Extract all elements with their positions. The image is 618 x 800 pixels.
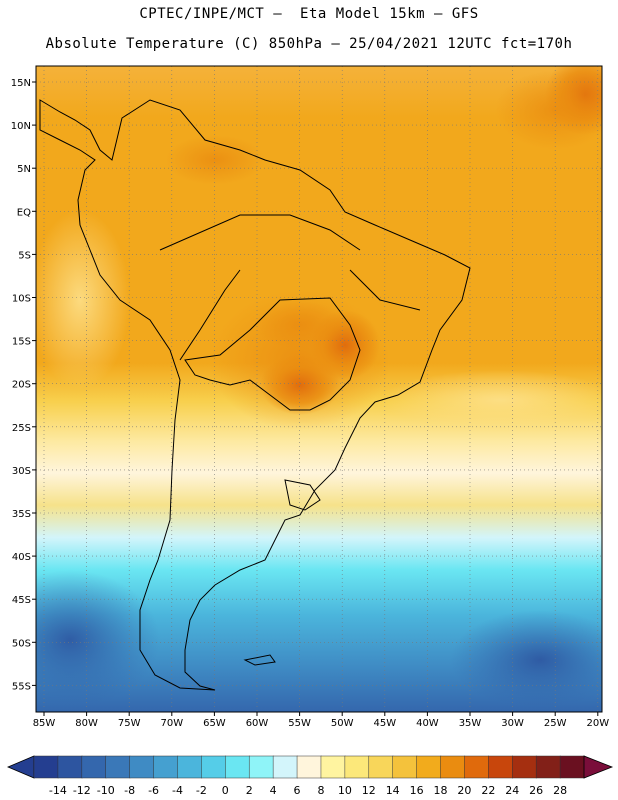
colorbar-swatch — [296, 755, 322, 779]
lat-label: 10S — [12, 294, 31, 305]
lat-label: 20S — [12, 380, 31, 391]
lat-label: 5S — [18, 250, 31, 261]
colorbar-swatch — [81, 755, 107, 779]
colorbar-label: 20 — [457, 784, 471, 797]
chart-title-line1: CPTEC/INPE/MCT – Eta Model 15km – GFS — [139, 6, 479, 22]
longitude-labels: 85W 80W 75W 70W 65W 60W 55W 50W 45W 40W 35W 30W 25W 2… — [33, 712, 609, 729]
lon-label: 25W — [544, 718, 567, 729]
colorbar-label: 2 — [246, 784, 253, 797]
colorbar-label: 0 — [222, 784, 229, 797]
colorbar-label: 12 — [362, 784, 376, 797]
lon-label: 20W — [586, 718, 609, 729]
colorbar-label: 6 — [294, 784, 301, 797]
chart-title-line2: Absolute Temperature (C) 850hPa – 25/04/… — [45, 36, 573, 52]
lat-label: 45S — [12, 595, 31, 606]
colorbar-label: 26 — [529, 784, 543, 797]
colorbar-labels: -14 -12 -10 -8 -6 -4 -2 0 2 4 6 8 10 12 14 16 18 20 22 24 26… — [49, 784, 567, 797]
colorbar-swatch — [320, 755, 346, 779]
lat-label: 10N — [11, 121, 31, 132]
lon-label: 60W — [246, 718, 269, 729]
colorbar-label: -8 — [124, 784, 135, 797]
colorbar-swatch — [201, 755, 226, 779]
colorbar-swatch — [272, 755, 298, 779]
colorbar-swatch — [535, 755, 561, 779]
colorbar-label: 22 — [481, 784, 495, 797]
lon-label: 75W — [118, 718, 141, 729]
lat-label: 50S — [12, 638, 31, 649]
colorbar-swatch — [368, 755, 394, 779]
lat-label: 55S — [12, 681, 31, 692]
lon-label: 55W — [288, 718, 311, 729]
colorbar-label: 14 — [386, 784, 400, 797]
colorbar-swatch — [153, 755, 179, 779]
colorbar-swatch — [559, 755, 585, 779]
colorbar-swatch — [512, 755, 537, 779]
lon-label: 65W — [203, 718, 226, 729]
colorbar-label: 4 — [270, 784, 277, 797]
lat-label: EQ — [17, 207, 31, 218]
colorbar-label: 18 — [434, 784, 448, 797]
coastline — [39, 99, 471, 691]
colorbar-swatch — [440, 755, 466, 779]
colorbar-label: 16 — [410, 784, 424, 797]
colorbar-label: 10 — [338, 784, 352, 797]
colorbar-swatch — [488, 755, 513, 779]
colorbar-label: -2 — [196, 784, 207, 797]
map-frame — [35, 65, 603, 713]
colorbar-label: -4 — [172, 784, 183, 797]
lon-label: 45W — [373, 718, 396, 729]
colorbar — [6, 755, 614, 779]
lon-label: 30W — [501, 718, 524, 729]
colorbar-swatch — [177, 755, 203, 779]
lon-label: 85W — [33, 718, 56, 729]
latitude-labels: 15N 10N 5N EQ 5S 10S 15S 20S 25S 30S 35S 40S 45S 50S 5… — [11, 78, 36, 692]
lon-label: 80W — [75, 718, 98, 729]
colorbar-arrow-low — [6, 755, 35, 779]
lat-label: 15N — [11, 78, 31, 89]
colorbar-swatch — [129, 755, 155, 779]
colorbar-swatch — [392, 755, 418, 779]
colorbar-swatch — [344, 755, 370, 779]
colorbar-swatch — [464, 755, 489, 779]
colorbar-swatch — [33, 755, 59, 779]
lat-label: 15S — [12, 337, 31, 348]
lon-label: 35W — [459, 718, 482, 729]
lon-label: 40W — [416, 718, 439, 729]
colorbar-arrow-high — [583, 755, 614, 779]
colorbar-label: 8 — [317, 784, 324, 797]
colorbar-label: -14 — [49, 784, 67, 797]
colorbar-label: 24 — [505, 784, 519, 797]
lat-label: 30S — [12, 466, 31, 477]
lat-label: 35S — [12, 509, 31, 520]
lat-label: 5N — [17, 164, 31, 175]
colorbar-label: -6 — [148, 784, 159, 797]
colorbar-label: -12 — [73, 784, 91, 797]
colorbar-label: 28 — [553, 784, 567, 797]
colorbar-label: -10 — [97, 784, 115, 797]
colorbar-swatch — [105, 755, 131, 779]
lat-label: 25S — [12, 423, 31, 434]
colorbar-swatch — [248, 755, 274, 779]
lat-label: 40S — [12, 552, 31, 563]
colorbar-swatch — [57, 755, 83, 779]
lon-label: 50W — [331, 718, 354, 729]
colorbar-swatch — [225, 755, 250, 779]
colorbar-swatch — [416, 755, 442, 779]
lon-label: 70W — [160, 718, 183, 729]
